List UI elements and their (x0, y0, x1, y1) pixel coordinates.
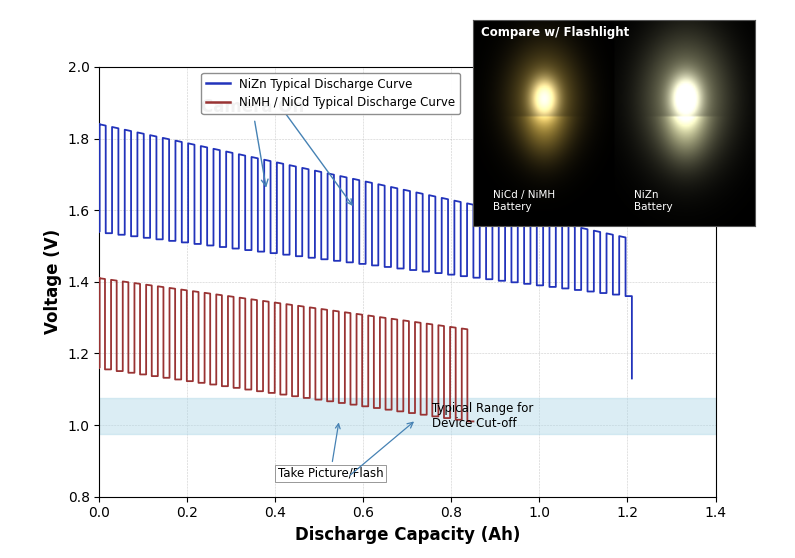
Legend: NiZn Typical Discharge Curve, NiMH / NiCd Typical Discharge Curve: NiZn Typical Discharge Curve, NiMH / NiC… (201, 73, 460, 114)
Y-axis label: Voltage (V): Voltage (V) (44, 229, 62, 334)
Text: NiZn
Battery: NiZn Battery (634, 190, 673, 211)
X-axis label: Discharge Capacity (Ah): Discharge Capacity (Ah) (295, 526, 520, 544)
Text: NiCd / NiMH
Battery: NiCd / NiMH Battery (493, 190, 555, 211)
Text: Camera On: Camera On (200, 98, 304, 186)
Text: Typical Range for
Device Cut-off: Typical Range for Device Cut-off (432, 402, 533, 430)
Text: Take Picture/Flash: Take Picture/Flash (277, 424, 383, 480)
Text: Compare w/ Flashlight: Compare w/ Flashlight (482, 26, 630, 39)
Bar (99, 398, 716, 434)
